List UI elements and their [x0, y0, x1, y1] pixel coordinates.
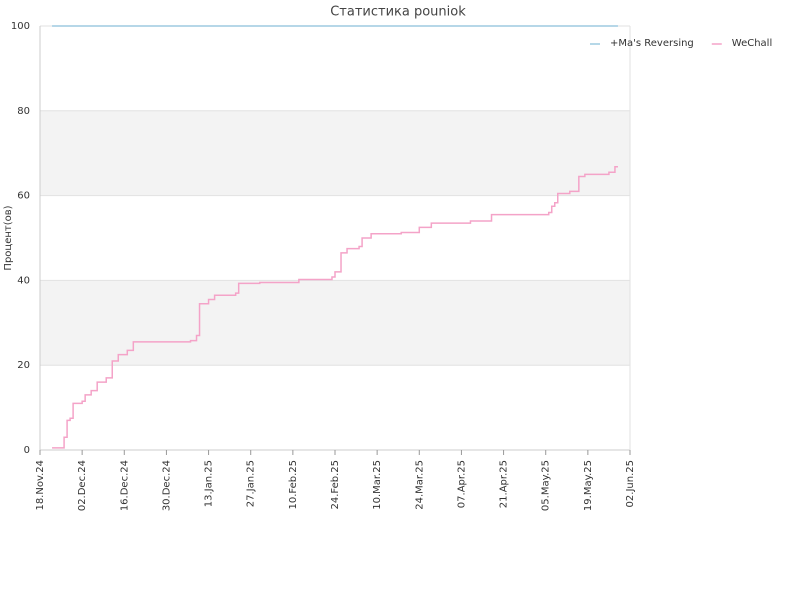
legend-label: WeChall	[732, 38, 772, 49]
series-line	[52, 166, 618, 449]
y-tick-label: 100	[11, 21, 30, 32]
x-tick-label: 30.Dec.24	[161, 460, 172, 511]
x-tick-label: 02.Jun.25	[625, 460, 636, 507]
legend-label: +Ma's Reversing	[610, 38, 694, 49]
chart-title: Статистика pouniok	[330, 5, 466, 20]
x-tick-label: 13.Jan.25	[204, 460, 215, 507]
x-tick-label: 24.Mar.25	[414, 460, 425, 510]
x-tick-label: 27.Jan.25	[246, 460, 257, 507]
y-tick-label: 0	[24, 445, 30, 456]
y-tick-label: 40	[17, 275, 30, 286]
y-axis-label: Процент(ов)	[3, 205, 14, 270]
y-tick-label: 80	[17, 106, 30, 117]
x-tick-label: 10.Mar.25	[372, 460, 383, 510]
x-tick-label: 05.May.25	[541, 460, 552, 511]
x-tick-label: 21.Apr.25	[499, 460, 510, 508]
y-tick-label: 20	[17, 360, 30, 371]
x-tick-label: 02.Dec.24	[77, 460, 88, 511]
x-tick-label: 10.Feb.25	[288, 460, 299, 510]
x-tick-label: 18.Nov.24	[35, 460, 46, 511]
x-tick-label: 16.Dec.24	[119, 460, 130, 511]
grid-band	[40, 110, 630, 196]
x-tick-label: 07.Apr.25	[456, 460, 467, 508]
y-tick-label: 60	[17, 191, 30, 202]
x-tick-label: 19.May.25	[583, 460, 594, 511]
x-tick-label: 24.Feb.25	[330, 460, 341, 510]
grid-band	[40, 280, 630, 366]
